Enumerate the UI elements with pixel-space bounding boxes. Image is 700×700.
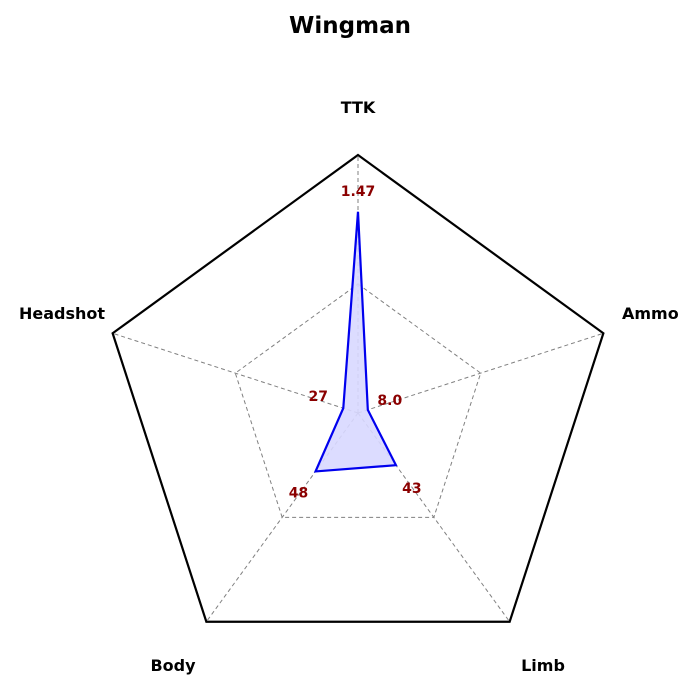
value-label-ammo: 8.0 bbox=[377, 393, 402, 409]
axis-label-ttk: TTK bbox=[341, 98, 376, 117]
value-label-headshot: 27 bbox=[309, 389, 328, 405]
axis-label-ammo: Ammo bbox=[622, 304, 679, 323]
axis-label-headshot: Headshot bbox=[19, 304, 105, 323]
chart-title: Wingman bbox=[289, 13, 411, 39]
grid-ring-1 bbox=[234, 283, 482, 518]
axis-label-body: Body bbox=[150, 656, 196, 675]
outer-frame bbox=[111, 153, 605, 623]
data-series-polygon bbox=[313, 211, 398, 473]
spoke-ammo bbox=[357, 332, 604, 414]
value-label-ttk: 1.47 bbox=[341, 184, 376, 200]
spoke-headshot bbox=[112, 332, 359, 414]
value-label-body: 48 bbox=[289, 485, 308, 501]
value-label-limb: 43 bbox=[402, 481, 421, 497]
axis-label-limb: Limb bbox=[521, 656, 565, 675]
